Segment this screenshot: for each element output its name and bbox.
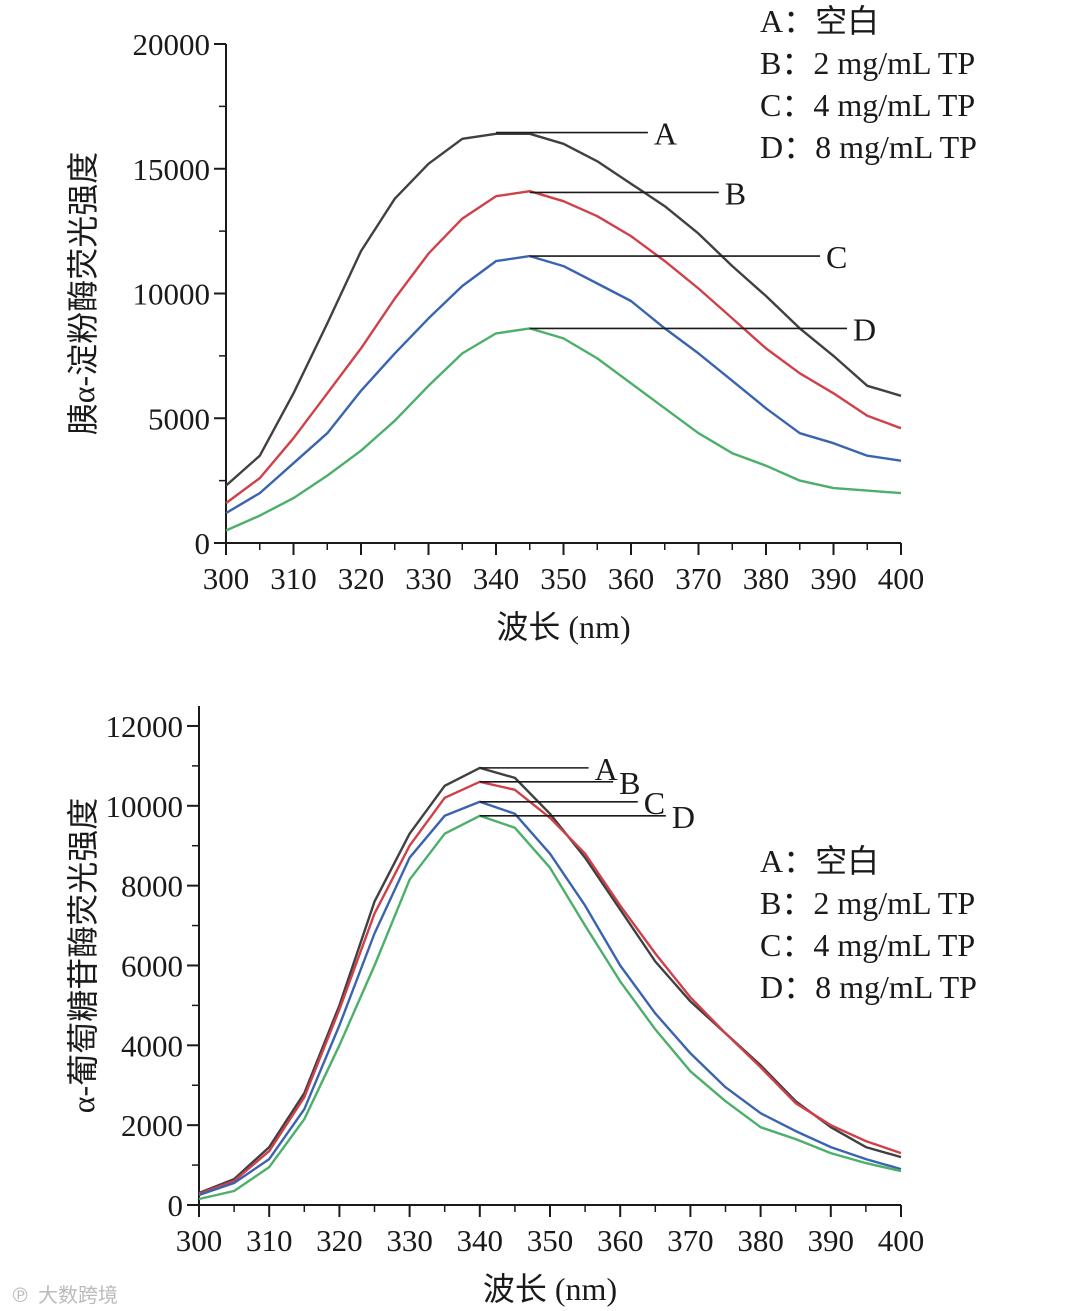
legend-entry: C：4 mg/mL TP	[760, 927, 975, 963]
watermark-logo-icon: ℗	[10, 1283, 30, 1307]
x-tick-label: 400	[878, 561, 925, 596]
x-tick-label: 330	[386, 1223, 433, 1258]
y-axis-title: 胰α-淀粉酶荧光强度	[65, 152, 101, 435]
y-tick-label: 2000	[121, 1108, 183, 1143]
x-tick-label: 350	[540, 561, 587, 596]
x-tick-label: 310	[246, 1223, 293, 1258]
x-tick-label: 360	[597, 1223, 644, 1258]
y-tick-label: 12000	[106, 709, 184, 744]
x-tick-label: 400	[878, 1223, 925, 1258]
x-tick-label: 340	[473, 561, 520, 596]
callout-label-C: C	[644, 785, 665, 821]
y-tick-label: 10000	[133, 277, 211, 312]
series-line-C	[198, 800, 902, 1197]
callout-label-D: D	[853, 311, 876, 347]
legend-entry: A：空白	[760, 843, 879, 879]
legend-entry: B：2 mg/mL TP	[760, 45, 975, 81]
callout-label-C: C	[826, 239, 847, 275]
watermark: ℗ 大数跨境	[10, 1283, 118, 1307]
x-tick-label: 390	[808, 1223, 855, 1258]
series-line-D	[198, 814, 902, 1201]
y-tick-label: 4000	[121, 1028, 183, 1063]
x-tick-label: 320	[338, 561, 385, 596]
series-line-A	[198, 766, 902, 1195]
callout-label-A: A	[595, 751, 618, 787]
legend-entry: C：4 mg/mL TP	[760, 87, 975, 123]
x-tick-label: 320	[316, 1223, 363, 1258]
x-tick-label: 370	[667, 1223, 714, 1258]
x-tick-label: 300	[203, 561, 250, 596]
x-tick-label: 340	[457, 1223, 504, 1258]
x-tick-label: 360	[608, 561, 655, 596]
x-tick-label: 300	[176, 1223, 223, 1258]
chart-amylase: 0 5000 10000 15000 20000 300 310 320 330 340 350 36…	[65, 3, 977, 645]
x-tick-label: 390	[810, 561, 857, 596]
watermark-text: 大数跨境	[38, 1283, 118, 1307]
x-tick-label: 380	[737, 1223, 784, 1258]
chart-glucosidase: 0 2000 4000 6000 8000 10000 12000 300 310 320 330 3…	[65, 706, 977, 1307]
y-tick-label: 5000	[148, 401, 210, 436]
x-tick-label: 370	[675, 561, 722, 596]
y-tick-label: 10000	[106, 789, 184, 824]
y-tick-label: 8000	[121, 869, 183, 904]
legend-entry: D：8 mg/mL TP	[760, 129, 977, 165]
x-axis-title: 波长 (nm)	[496, 609, 630, 645]
callout-label-A: A	[654, 116, 677, 152]
x-tick-label: 380	[743, 561, 790, 596]
y-axis-title: α-葡萄糖苷酶荧光强度	[65, 798, 101, 1113]
callout-label-D: D	[672, 799, 695, 835]
legend-entry: B：2 mg/mL TP	[760, 885, 975, 921]
callout-label-B: B	[725, 175, 746, 211]
legend-entry: D：8 mg/mL TP	[760, 969, 977, 1005]
y-tick-label: 6000	[121, 948, 183, 983]
y-tick-label: 0	[168, 1188, 184, 1223]
series-line-B	[225, 189, 902, 505]
y-tick-label: 0	[195, 526, 211, 561]
series-line-D	[225, 327, 902, 532]
legend-entry: A：空白	[760, 3, 879, 39]
x-tick-label: 330	[405, 561, 452, 596]
x-tick-label: 350	[527, 1223, 574, 1258]
series-line-B	[198, 780, 902, 1195]
y-tick-label: 15000	[133, 152, 211, 187]
series-line-A	[225, 132, 902, 487]
series-line-C	[225, 254, 902, 515]
y-tick-label: 20000	[133, 27, 211, 62]
x-axis-title: 波长 (nm)	[483, 1271, 617, 1307]
callout-label-B: B	[619, 765, 640, 801]
x-tick-label: 310	[270, 561, 317, 596]
